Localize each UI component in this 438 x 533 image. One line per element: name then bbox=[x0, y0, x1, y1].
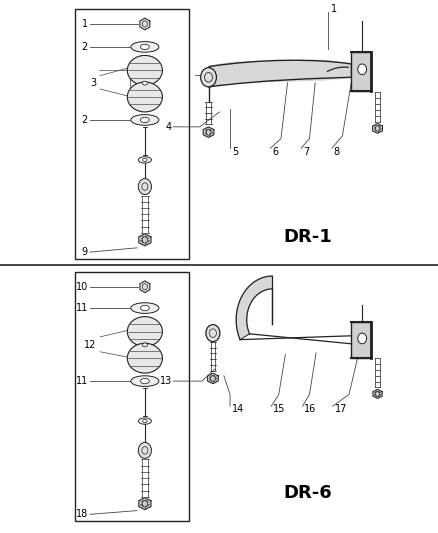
Ellipse shape bbox=[140, 378, 149, 384]
Ellipse shape bbox=[131, 115, 159, 125]
Bar bbox=[74, 9, 188, 259]
Ellipse shape bbox=[131, 376, 159, 386]
Ellipse shape bbox=[131, 303, 159, 313]
Bar bbox=[350, 322, 370, 358]
Ellipse shape bbox=[138, 418, 151, 424]
Text: 2: 2 bbox=[81, 42, 88, 52]
Ellipse shape bbox=[142, 82, 147, 85]
Text: DR-1: DR-1 bbox=[282, 228, 331, 246]
Polygon shape bbox=[207, 373, 218, 384]
Text: 9: 9 bbox=[81, 247, 88, 257]
Ellipse shape bbox=[138, 157, 151, 163]
Text: 5: 5 bbox=[231, 147, 237, 157]
Ellipse shape bbox=[131, 42, 159, 52]
Text: 17: 17 bbox=[334, 405, 346, 414]
Ellipse shape bbox=[142, 343, 147, 346]
Circle shape bbox=[205, 325, 219, 342]
Text: 12: 12 bbox=[84, 340, 96, 350]
Polygon shape bbox=[140, 281, 149, 293]
Text: 7: 7 bbox=[302, 147, 308, 157]
Ellipse shape bbox=[127, 55, 162, 85]
Text: 8: 8 bbox=[333, 147, 339, 157]
Circle shape bbox=[357, 64, 366, 75]
Text: 14: 14 bbox=[231, 405, 244, 414]
Circle shape bbox=[200, 68, 216, 87]
Polygon shape bbox=[372, 124, 381, 133]
Ellipse shape bbox=[142, 419, 147, 423]
Bar bbox=[350, 52, 370, 91]
Text: 2: 2 bbox=[81, 115, 88, 125]
Polygon shape bbox=[372, 390, 381, 398]
Text: 10: 10 bbox=[75, 282, 88, 292]
Text: 13: 13 bbox=[159, 376, 172, 386]
Text: 18: 18 bbox=[75, 510, 88, 519]
Polygon shape bbox=[138, 498, 151, 510]
Ellipse shape bbox=[127, 343, 162, 373]
Text: 6: 6 bbox=[272, 147, 278, 157]
Text: 11: 11 bbox=[75, 303, 88, 313]
Ellipse shape bbox=[136, 341, 153, 349]
Text: DR-6: DR-6 bbox=[282, 484, 331, 502]
Polygon shape bbox=[203, 127, 213, 138]
Text: 3: 3 bbox=[90, 78, 96, 87]
Ellipse shape bbox=[127, 82, 162, 112]
Text: 11: 11 bbox=[75, 376, 88, 386]
Polygon shape bbox=[208, 60, 350, 87]
Ellipse shape bbox=[127, 317, 162, 346]
Circle shape bbox=[357, 333, 366, 344]
Text: 15: 15 bbox=[272, 405, 285, 414]
Ellipse shape bbox=[140, 117, 149, 123]
Text: 4: 4 bbox=[166, 122, 172, 132]
Ellipse shape bbox=[138, 442, 151, 458]
Ellipse shape bbox=[142, 158, 147, 161]
Ellipse shape bbox=[140, 44, 149, 50]
Polygon shape bbox=[140, 18, 149, 30]
Polygon shape bbox=[236, 276, 272, 340]
Polygon shape bbox=[138, 234, 151, 246]
Ellipse shape bbox=[138, 179, 151, 195]
Text: 1: 1 bbox=[330, 4, 336, 14]
Ellipse shape bbox=[140, 305, 149, 311]
Bar bbox=[74, 272, 188, 521]
Text: 16: 16 bbox=[304, 405, 316, 414]
Ellipse shape bbox=[136, 79, 153, 87]
Text: 1: 1 bbox=[81, 19, 88, 29]
